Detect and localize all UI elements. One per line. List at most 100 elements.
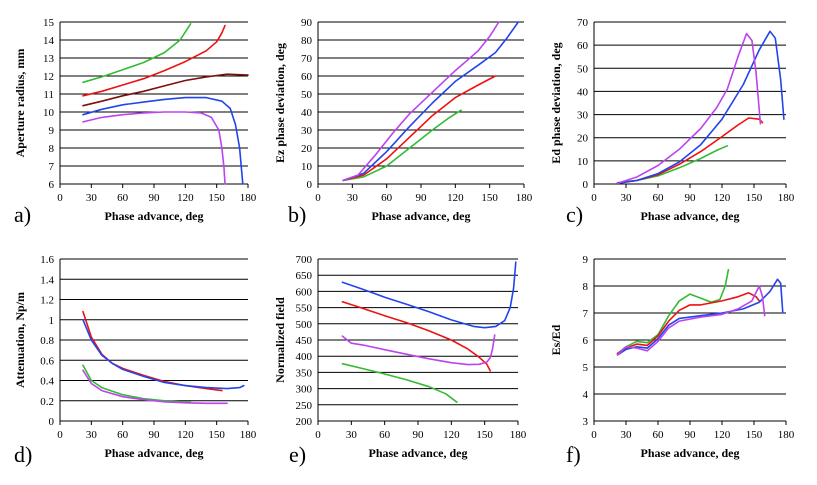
- x-tick-label: 30: [621, 192, 633, 204]
- y-tick-label: 40: [577, 86, 589, 98]
- x-tick-label: 60: [117, 429, 129, 441]
- y-tick-label: 10: [43, 107, 55, 119]
- y-tick-label: 0.2: [40, 396, 54, 408]
- y-tick-label: 700: [296, 254, 313, 266]
- x-tick-label: 150: [208, 429, 225, 441]
- x-axis-label: Phase advance, deg: [372, 209, 471, 223]
- y-tick-label: 550: [296, 303, 313, 315]
- series-line-green: [82, 23, 192, 84]
- y-tick-label: 7: [49, 161, 55, 173]
- y-tick-label: 400: [296, 351, 313, 363]
- series-line-blue: [82, 96, 244, 185]
- y-tick-label: 7: [583, 308, 589, 320]
- y-tick-label: 12: [43, 71, 54, 83]
- panel-label: a): [14, 202, 31, 227]
- y-tick-label: 1.6: [40, 254, 54, 266]
- x-tick-label: 150: [481, 192, 498, 204]
- x-tick-label: 0: [591, 192, 597, 204]
- x-tick-label: 120: [714, 192, 731, 204]
- y-tick-label: 30: [301, 125, 313, 137]
- series-line-purple: [342, 21, 500, 182]
- series-line-green: [341, 362, 458, 403]
- y-axis-label: Normalized field: [273, 297, 287, 383]
- y-tick-label: 70: [577, 17, 589, 29]
- series-line-dark-red: [82, 73, 249, 107]
- y-tick-label: 0: [307, 179, 313, 191]
- y-tick-label: 600: [296, 286, 313, 298]
- y-tick-label: 0: [49, 416, 55, 428]
- panel-label: e): [289, 442, 306, 467]
- y-tick-label: 14: [43, 35, 55, 47]
- y-tick-label: 80: [301, 35, 313, 47]
- y-tick-label: 4: [583, 389, 589, 401]
- x-tick-label: 150: [746, 192, 763, 204]
- y-axis-label: Ed phase deviation, deg: [549, 42, 563, 163]
- y-tick-label: 10: [301, 161, 313, 173]
- y-axis-label: Aperture radius, mm: [13, 49, 27, 158]
- y-tick-label: 350: [296, 367, 313, 379]
- y-tick-label: 20: [301, 143, 313, 155]
- y-tick-label: 90: [301, 17, 313, 29]
- y-tick-label: 30: [577, 110, 589, 122]
- series-line-red: [616, 292, 761, 355]
- y-tick-label: 1: [49, 315, 55, 327]
- y-tick-label: 250: [296, 400, 313, 412]
- x-axis-label: Phase advance, deg: [641, 446, 740, 460]
- y-tick-label: 40: [301, 107, 313, 119]
- x-tick-label: 180: [240, 192, 257, 204]
- y-axis-label: Es/Ed: [549, 324, 563, 355]
- y-tick-label: 200: [296, 416, 313, 428]
- y-tick-label: 50: [577, 63, 589, 75]
- y-tick-label: 5: [583, 362, 589, 374]
- x-tick-label: 90: [413, 429, 425, 441]
- x-tick-label: 30: [347, 192, 359, 204]
- x-tick-label: 120: [177, 192, 194, 204]
- series-line-red: [82, 24, 226, 97]
- series-line-purple: [82, 111, 226, 185]
- series-line-red: [616, 117, 764, 184]
- series-line-red: [342, 75, 497, 182]
- series-line-green: [616, 269, 730, 355]
- series-line-green: [342, 109, 462, 182]
- panel-label: b): [288, 202, 306, 227]
- series-line-blue: [616, 30, 785, 185]
- y-tick-label: 9: [49, 125, 55, 137]
- x-tick-label: 150: [208, 192, 225, 204]
- series-line-purple: [341, 334, 496, 366]
- y-axis-label: Attenuation, Np/m: [13, 292, 27, 388]
- y-tick-label: 0.6: [40, 355, 54, 367]
- x-tick-label: 60: [381, 192, 393, 204]
- chart-panel-b: 0 10 20 30 40 50 60 70 80 90 0 30 60 90 120 150 180 Phase…: [273, 17, 533, 227]
- x-tick-label: 0: [315, 429, 321, 441]
- x-tick-label: 180: [510, 429, 527, 441]
- y-tick-label: 6: [49, 179, 55, 191]
- x-tick-label: 180: [516, 192, 533, 204]
- x-tick-label: 150: [476, 429, 493, 441]
- x-tick-label: 180: [778, 192, 795, 204]
- y-tick-label: 0.8: [40, 335, 54, 347]
- x-axis-label: Phase advance, deg: [641, 209, 740, 223]
- x-tick-label: 150: [746, 429, 763, 441]
- y-tick-label: 15: [43, 17, 55, 29]
- y-tick-label: 450: [296, 335, 313, 347]
- y-tick-label: 8: [583, 281, 589, 293]
- series-line-blue: [341, 261, 517, 329]
- x-tick-label: 0: [57, 192, 63, 204]
- y-tick-label: 0: [583, 179, 589, 191]
- y-tick-label: 8: [49, 143, 55, 155]
- chart-panel-d: 0 0.2 0.4 0.6 0.8 1 1.2 1.4 1.6 0 30 60 90 120 150 180 P…: [13, 254, 257, 467]
- y-tick-label: 300: [296, 384, 313, 396]
- series-line-purple: [82, 369, 228, 405]
- y-tick-label: 1.2: [40, 295, 54, 307]
- x-axis-label: Phase advance, deg: [369, 446, 468, 460]
- x-tick-label: 90: [149, 192, 161, 204]
- panel-label: d): [14, 442, 32, 467]
- panel-label: c): [566, 202, 583, 227]
- y-tick-label: 60: [301, 71, 313, 83]
- series-line-red: [341, 301, 491, 372]
- y-tick-label: 3: [583, 416, 589, 428]
- x-tick-label: 60: [653, 192, 665, 204]
- x-tick-label: 120: [447, 192, 464, 204]
